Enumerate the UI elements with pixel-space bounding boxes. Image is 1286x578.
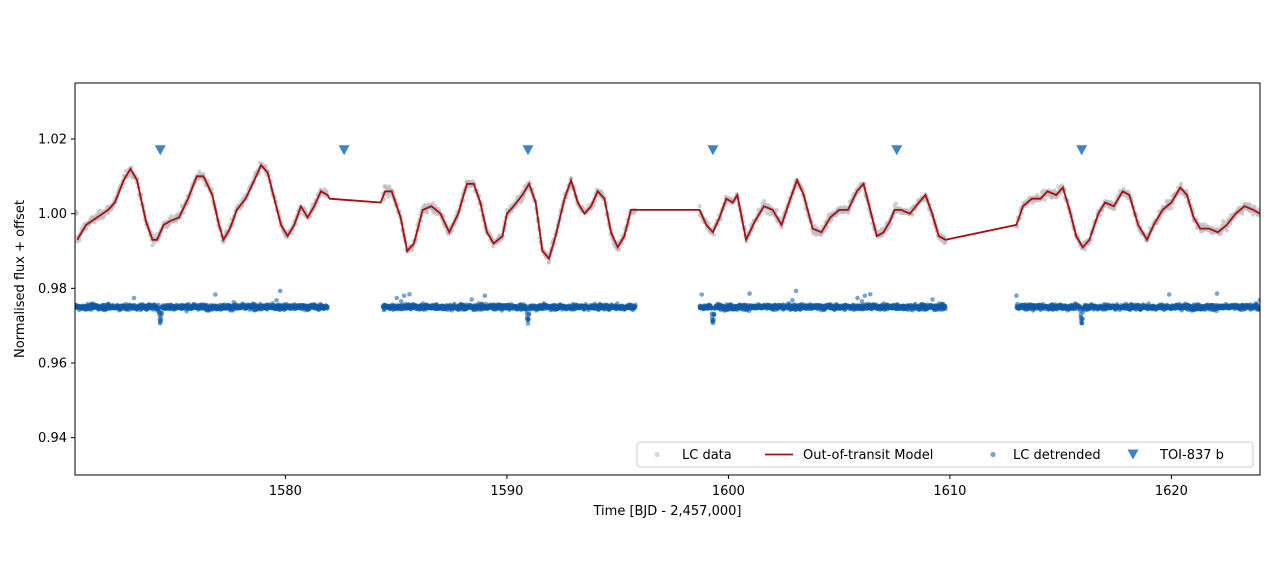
lc-data-point [779,225,784,230]
lc-detrended-point [526,312,532,317]
lc-data-point [84,226,89,231]
lc-data-point [1224,228,1229,233]
lc-detrended-point [159,310,164,315]
lc-detrended-point [633,302,638,308]
lc-data-point [324,189,329,194]
lc-data-point [1082,247,1088,252]
lc-data-point [546,259,552,265]
lc-detrended-point [401,293,407,299]
lc-detrended-points [75,288,1260,326]
lc-detrended-point [213,292,218,297]
lc-detrended-point [793,288,799,294]
lc-data-point [1169,206,1174,211]
lc-data-point [616,247,622,252]
lc-data-point [169,214,174,219]
lc-detrended-point [277,288,283,294]
lc-data-point [197,169,202,174]
lc-data-point [521,195,526,200]
lc-detrended-point [855,295,860,301]
lc-data-point [825,225,830,230]
lc-data-point [1042,197,1047,202]
lc-detrended-point [868,292,873,297]
lc-data-point [887,225,892,230]
lc-data-point [706,221,711,226]
lc-detrended-point [711,312,717,317]
lc-data-point [425,210,430,215]
lc-data-point [75,210,79,215]
lc-data-point [1179,181,1184,186]
lc-data-point [893,201,899,206]
lc-data-point [152,233,157,238]
lc-detrended-point [747,291,752,296]
lc-detrended-point [711,317,716,323]
lc-detrended-point [274,298,279,303]
lc-detrended-point [482,293,488,299]
lc-detrended-point [394,295,400,301]
lc-data-point [263,164,268,169]
lc-data-point [387,184,392,189]
lc-detrended-point [469,297,475,302]
lc-data-point [774,207,779,213]
lc-detrended-point [526,316,531,322]
lc-data-point [711,232,716,237]
lc-detrended-point [131,295,137,301]
lc-data-point [910,212,915,217]
lc-data-point [386,194,391,199]
lc-detrended-point [407,292,412,297]
lc-detrended-point [862,293,868,299]
lc-data-point [697,204,702,209]
lc-data-points [75,160,1260,265]
lc-data-point [201,171,206,177]
plot-area [75,145,1260,326]
lc-detrended-point [325,304,330,310]
lc-detrended-point [790,298,795,303]
lc-detrended-point [699,292,704,297]
